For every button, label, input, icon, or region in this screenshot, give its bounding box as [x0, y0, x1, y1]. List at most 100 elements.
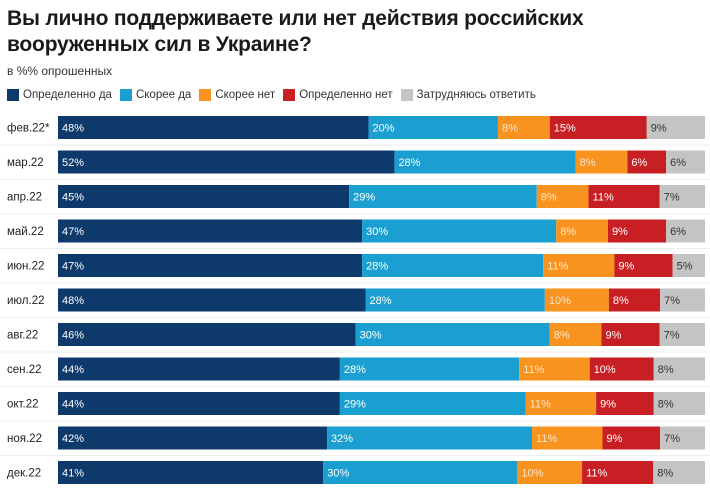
bar-segment: [582, 461, 654, 484]
data-label: 9%: [612, 226, 628, 238]
bar-segment: [543, 254, 615, 277]
data-label: 44%: [62, 399, 84, 411]
data-label: 6%: [670, 226, 686, 238]
data-label: 9%: [651, 123, 667, 135]
bar-segment: [660, 288, 705, 312]
legend-swatch: [119, 89, 132, 101]
chart-title: Вы лично поддерживаете или нет действия …: [7, 7, 584, 56]
category-label: мар.22: [7, 157, 44, 169]
category-label: июн.22: [7, 261, 44, 273]
category-label: апр.22: [7, 192, 42, 204]
data-label: 28%: [344, 364, 366, 376]
data-label: 6%: [631, 157, 647, 169]
data-label: 28%: [398, 157, 420, 169]
legend-item-hard-to-say: Затрудняюсь ответить: [400, 89, 536, 101]
bar-segment: [588, 185, 660, 208]
data-label: 32%: [331, 433, 353, 445]
bar-segment: [589, 357, 654, 381]
bar-segment: [362, 219, 557, 243]
data-label: 11%: [593, 192, 614, 204]
bar-segment: [58, 461, 324, 484]
data-label: 45%: [62, 192, 84, 204]
bar-segment: [58, 357, 340, 381]
bar-segment: [575, 150, 628, 174]
data-label: 8%: [657, 468, 673, 480]
data-label: 29%: [353, 192, 375, 204]
data-label: 6%: [670, 157, 686, 169]
legend-label: Определенно да: [23, 89, 112, 101]
bar-segment: [365, 288, 545, 312]
bar-segment: [58, 116, 369, 139]
data-label: 52%: [62, 157, 84, 169]
legend-item-definitely-no: Определенно нет: [283, 89, 393, 101]
data-label: 47%: [62, 226, 84, 238]
bar-segment: [519, 357, 590, 381]
legend-swatch: [400, 89, 413, 101]
bar-segment: [327, 426, 533, 450]
data-label: 7%: [664, 330, 680, 342]
category-label: июл.22: [7, 295, 45, 307]
data-label: 47%: [62, 261, 84, 273]
data-label: 29%: [344, 399, 366, 411]
bar-segment: [394, 150, 576, 174]
data-label: 15%: [554, 123, 576, 135]
bar-segment: [58, 392, 340, 415]
bar-segment: [349, 185, 537, 208]
category-label: дек.22: [7, 468, 41, 480]
bar-segment: [627, 150, 667, 174]
data-label: 11%: [523, 364, 544, 376]
bar-segment: [58, 254, 363, 277]
data-label: 10%: [549, 295, 571, 307]
legend-label: Скорее нет: [215, 89, 276, 101]
data-label: 7%: [664, 433, 680, 445]
bar-segment: [614, 254, 673, 277]
data-label: 30%: [360, 330, 382, 342]
bar-segment: [58, 426, 328, 450]
bar-segment: [58, 288, 366, 312]
bar-segment: [601, 323, 660, 346]
bar-segment: [58, 185, 350, 208]
data-label: 9%: [605, 330, 621, 342]
category-label: май.22: [7, 226, 44, 238]
bar-segment: [525, 392, 597, 415]
data-label: 9%: [618, 261, 634, 273]
bar-segment: [556, 219, 608, 243]
data-label: 30%: [366, 226, 388, 238]
bar-segment: [58, 219, 363, 243]
category-label: сен.22: [7, 364, 41, 376]
data-label: 46%: [62, 330, 84, 342]
data-label: 30%: [327, 468, 349, 480]
legend: Определенно да Скорее да Скорее нет Опре…: [7, 89, 536, 101]
data-label: 41%: [62, 468, 84, 480]
data-label: 28%: [369, 295, 391, 307]
bar-segment: [666, 150, 705, 174]
bar-segment: [666, 219, 705, 243]
bar-segment: [355, 323, 550, 346]
chart-subtitle: в %% опрошенных: [7, 64, 113, 78]
data-label: 8%: [658, 399, 674, 411]
bar-segment: [58, 150, 395, 174]
data-label: 8%: [560, 226, 576, 238]
data-label: 28%: [366, 261, 388, 273]
bar-segment: [602, 426, 661, 450]
data-label: 11%: [586, 468, 607, 480]
legend-swatch: [7, 89, 19, 101]
legend-swatch: [199, 89, 212, 101]
data-label: 5%: [677, 261, 693, 273]
bar-segment: [532, 426, 603, 450]
bar-segment: [339, 392, 526, 415]
data-label: 8%: [554, 330, 570, 342]
data-label: 11%: [536, 433, 557, 445]
legend-item-rather-yes: Скорее да: [119, 89, 191, 101]
bar-segment: [672, 254, 705, 277]
legend-label: Определенно нет: [299, 89, 393, 101]
data-label: 9%: [600, 399, 616, 411]
data-label: 11%: [530, 399, 551, 411]
data-label: 44%: [62, 364, 84, 376]
data-label: 11%: [547, 261, 568, 273]
data-label: 7%: [664, 192, 680, 204]
bar-segment: [549, 116, 647, 139]
data-label: 8%: [502, 123, 518, 135]
bar-segment: [497, 116, 550, 139]
bar-segment: [362, 254, 544, 277]
